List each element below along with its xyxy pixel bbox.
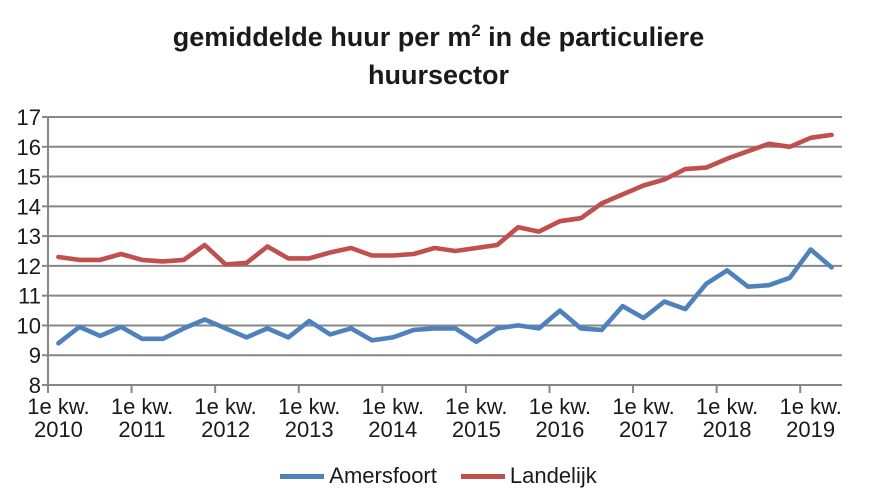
chart-title: gemiddelde huur per m2 in de particulier… <box>0 12 877 94</box>
y-axis-tick-label: 16 <box>17 135 41 160</box>
legend-line-sample-landelijk <box>460 473 505 479</box>
chart-legend: Amersfoort Landelijk <box>0 463 877 489</box>
x-axis-tick-label-quarter: 1e kw. <box>696 394 758 419</box>
legend-label-amersfoort: Amersfoort <box>329 463 437 488</box>
amersfoort-line <box>56 247 834 346</box>
x-axis-tick-label-year: 2011 <box>118 417 165 442</box>
y-axis-tick-label: 10 <box>17 313 41 338</box>
x-axis-tick-label-year: 2013 <box>285 417 334 442</box>
x-axis-tick-label-quarter: 1e kw. <box>779 394 841 419</box>
landelijk-line <box>56 132 834 267</box>
x-axis-tick-label-year: 2017 <box>619 417 668 442</box>
x-axis-tick-label-quarter: 1e kw. <box>529 394 591 419</box>
chart-title-line2: huursector <box>367 60 510 90</box>
title-superscript: 2 <box>471 21 481 40</box>
x-axis-tick-label-quarter: 1e kw. <box>445 394 507 419</box>
x-axis-tick-label-year: 2019 <box>786 417 835 442</box>
y-axis-tick-label: 14 <box>17 194 41 219</box>
legend-label-landelijk: Landelijk <box>509 463 597 488</box>
x-axis-tick-label-quarter: 1e kw. <box>194 394 256 419</box>
x-axis-tick-label-quarter: 1e kw. <box>27 394 89 419</box>
x-axis-tick-label-quarter: 1e kw. <box>612 394 674 419</box>
title-text: gemiddelde huur per m <box>172 22 472 52</box>
x-axis-tick-label-quarter: 1e kw. <box>278 394 340 419</box>
y-axis-tick-label: 9 <box>29 343 41 368</box>
x-axis-tick-label-year: 2012 <box>201 417 250 442</box>
x-axis-tick-label-year: 2015 <box>452 417 501 442</box>
y-axis-tick-label: 15 <box>17 165 41 190</box>
chart-title-line1: gemiddelde huur per m2 in de particulier… <box>0 12 877 56</box>
x-axis-tick-label-year: 2018 <box>703 417 752 442</box>
y-axis-tick-label: 8 <box>29 373 41 398</box>
x-axis-tick-label-year: 2014 <box>368 417 417 442</box>
legend-item-amersfoort: Amersfoort <box>280 463 437 489</box>
x-axis-tick-label-year: 2010 <box>34 417 83 442</box>
y-axis-tick-label: 17 <box>17 105 41 130</box>
legend-line-sample-amersfoort <box>280 473 325 479</box>
x-axis-tick-label-year: 2016 <box>535 417 584 442</box>
y-axis-tick-label: 13 <box>17 224 41 249</box>
x-axis-tick-label-quarter: 1e kw. <box>362 394 424 419</box>
legend-item-landelijk: Landelijk <box>460 463 597 489</box>
y-axis-tick-label: 12 <box>17 254 41 279</box>
y-axis-tick-label: 11 <box>18 284 41 309</box>
x-axis-tick-label-quarter: 1e kw. <box>111 394 173 419</box>
title-text-continued: in de particuliere <box>480 22 705 52</box>
